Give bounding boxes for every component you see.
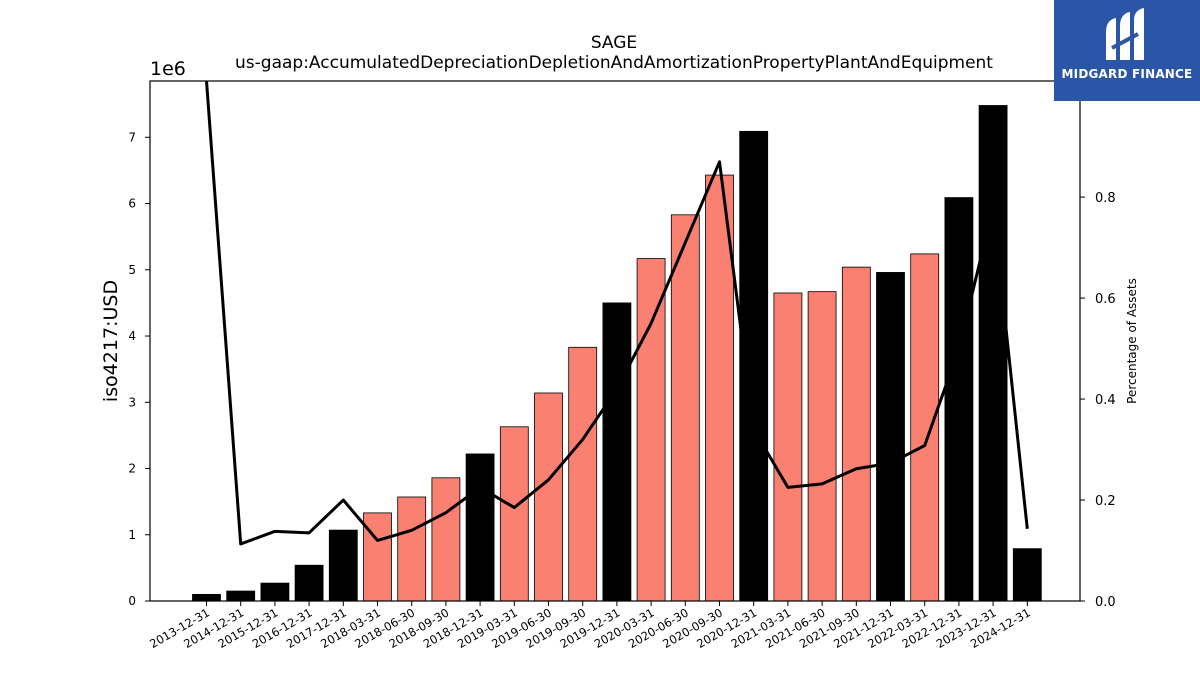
bar <box>499 426 529 602</box>
y-axis-label: iso4217:USD <box>100 280 122 402</box>
y2-tick-label: 0.2 <box>1095 494 1116 509</box>
y2-tick-label: 0.6 <box>1095 292 1116 307</box>
y-tick-label: 7 <box>128 130 136 144</box>
chart-subtitle: us-gaap:AccumulatedDepreciationDepletion… <box>235 53 993 73</box>
bar <box>773 292 803 602</box>
y-tick-label: 4 <box>128 329 136 343</box>
y2-tick-label: 0.4 <box>1095 393 1116 408</box>
bar <box>568 346 598 602</box>
y-tick-label: 2 <box>128 462 136 476</box>
y-offset-label: 1e6 <box>150 58 186 80</box>
y-tick-label: 5 <box>128 263 136 277</box>
line-group <box>205 81 1029 546</box>
bar <box>636 258 666 602</box>
bar <box>465 453 495 602</box>
bar <box>328 529 358 602</box>
bar <box>670 214 700 602</box>
y-tick-label: 1 <box>128 528 136 542</box>
logo-icon <box>1106 8 1144 60</box>
y2-tick-label: 0.8 <box>1095 191 1116 206</box>
bar <box>910 253 940 602</box>
bar <box>260 582 290 602</box>
y-tick-label: 6 <box>128 197 136 211</box>
logo-text: MIDGARD FINANCE <box>1061 67 1193 81</box>
bar <box>1012 548 1042 602</box>
series-line <box>205 81 1029 546</box>
bar <box>431 477 461 602</box>
bar <box>978 105 1008 602</box>
bar <box>739 130 769 602</box>
y2-tick-label: 0.0 <box>1095 595 1116 610</box>
bar <box>363 512 392 602</box>
bars-group <box>192 105 1042 602</box>
bar <box>294 564 324 602</box>
bar <box>944 197 974 602</box>
bar <box>876 272 905 602</box>
y-tick-label: 3 <box>128 395 136 409</box>
bar <box>397 496 427 602</box>
y2-axis-label: Percentage of Assets <box>1125 278 1139 404</box>
bar <box>534 392 563 602</box>
brand-logo: MIDGARD FINANCE <box>1054 0 1200 101</box>
chart-title: SAGE <box>591 33 637 53</box>
bar <box>807 291 837 602</box>
plot-frame <box>149 80 1081 602</box>
bar <box>192 593 221 602</box>
bar <box>226 590 256 602</box>
y-tick-label: 0 <box>128 594 136 608</box>
bar <box>602 302 632 602</box>
bar <box>841 266 871 602</box>
